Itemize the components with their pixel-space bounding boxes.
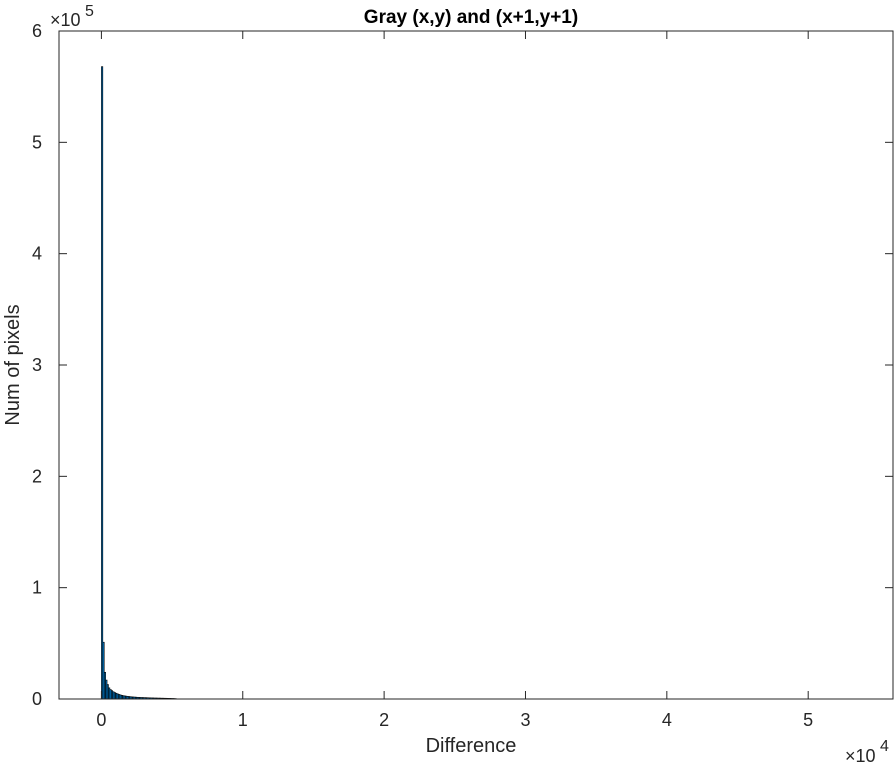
x-tick-label: 2 — [379, 710, 389, 730]
y-tick-label: 5 — [32, 132, 42, 152]
x-tick-label: 1 — [238, 710, 248, 730]
x-tick-label: 0 — [96, 710, 106, 730]
x-axis-title: Difference — [426, 735, 517, 757]
x-exponent-power: 4 — [880, 738, 889, 755]
y-tick-label: 4 — [32, 244, 42, 264]
x-tick-label: 4 — [662, 710, 672, 730]
y-tick-label: 1 — [32, 578, 42, 598]
x-tick-label: 3 — [520, 710, 530, 730]
y-exponent-base: ×10 — [50, 10, 81, 30]
y-tick-label: 3 — [32, 355, 42, 375]
plot-area — [59, 31, 893, 699]
y-tick-label: 6 — [32, 21, 42, 41]
y-tick-label: 2 — [32, 466, 42, 486]
y-exponent-power: 5 — [85, 3, 94, 20]
y-tick-label: 0 — [32, 689, 42, 709]
chart-title: Gray (x,y) and (x+1,y+1) — [364, 7, 578, 28]
x-tick-label: 5 — [803, 710, 813, 730]
y-axis-title: Num of pixels — [2, 304, 24, 425]
x-exponent-base: ×10 — [845, 746, 876, 764]
histogram-bar — [101, 67, 102, 699]
